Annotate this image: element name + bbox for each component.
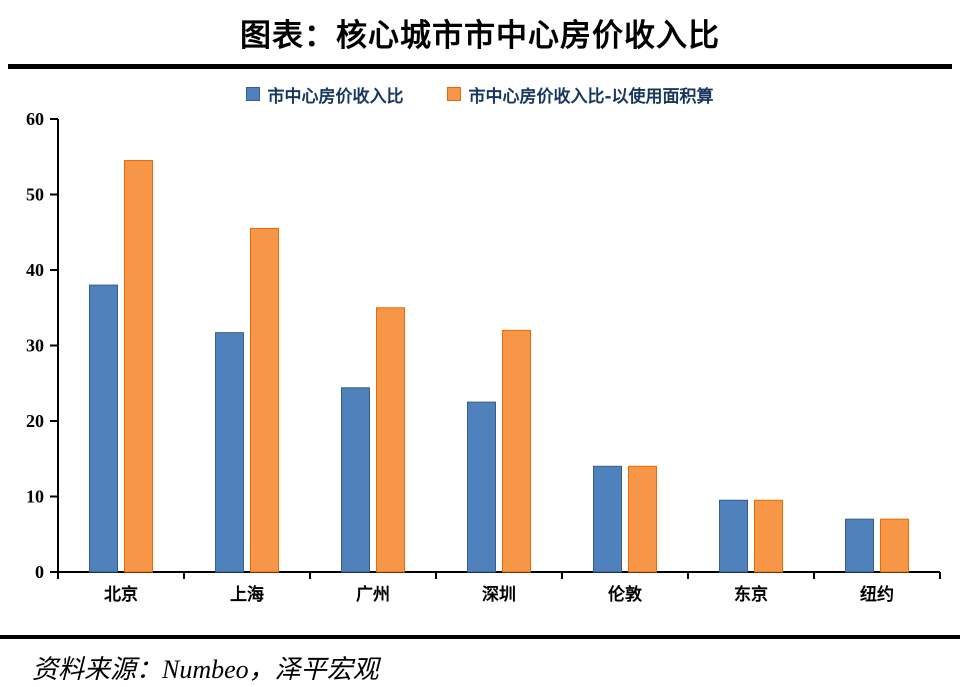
bar-chart: 0 10 20 30 40 50 60 北京 上海 广州 深圳 伦敦 东京 纽约 [26,109,941,605]
legend-item-series2: 市中心房价收入比-以使用面积算 [447,82,714,107]
bar-blue-2 [341,387,370,573]
bar-blue-5 [719,499,748,573]
title-divider [8,64,952,69]
y-tick-label: 20 [26,411,44,431]
source-note: 资料来源：Numbeo，泽平宏观 [32,655,379,684]
legend-swatch-orange [447,87,462,101]
x-category-label: 深圳 [482,584,516,605]
bar-orange-4 [628,465,657,573]
x-category-label: 广州 [356,584,390,605]
bar-blue-1 [215,332,244,573]
legend-item-series1: 市中心房价收入比 [246,82,403,107]
chart-title: 图表：核心城市市中心房价收入比 [240,18,720,54]
bar-blue-3 [467,401,496,573]
bar-orange-3 [502,329,531,573]
y-tick-label: 0 [35,562,44,582]
y-tick-label: 60 [26,109,44,129]
y-tick-label: 50 [26,185,44,205]
bar-orange-6 [880,518,909,573]
legend-swatch-blue [246,87,261,101]
bar-blue-4 [593,465,622,573]
x-category-label: 北京 [104,584,138,605]
bar-blue-0 [89,284,118,573]
bar-orange-5 [754,499,783,573]
bar-blue-6 [845,518,874,573]
x-category-label: 纽约 [860,584,894,605]
y-tick-label: 10 [26,487,44,507]
legend: 市中心房价收入比 市中心房价收入比-以使用面积算 [0,81,960,107]
legend-label-series1: 市中心房价收入比 [267,86,404,107]
footer-divider [0,635,960,639]
y-tick-label: 40 [26,260,44,280]
x-category-label: 东京 [734,584,768,605]
bar-orange-2 [376,307,405,573]
y-tick-label: 30 [26,336,44,356]
bar-orange-0 [124,160,153,573]
x-category-label: 伦敦 [608,584,643,605]
legend-label-series2: 市中心房价收入比-以使用面积算 [468,86,714,107]
bar-orange-1 [250,227,279,573]
x-category-label: 上海 [230,584,264,605]
